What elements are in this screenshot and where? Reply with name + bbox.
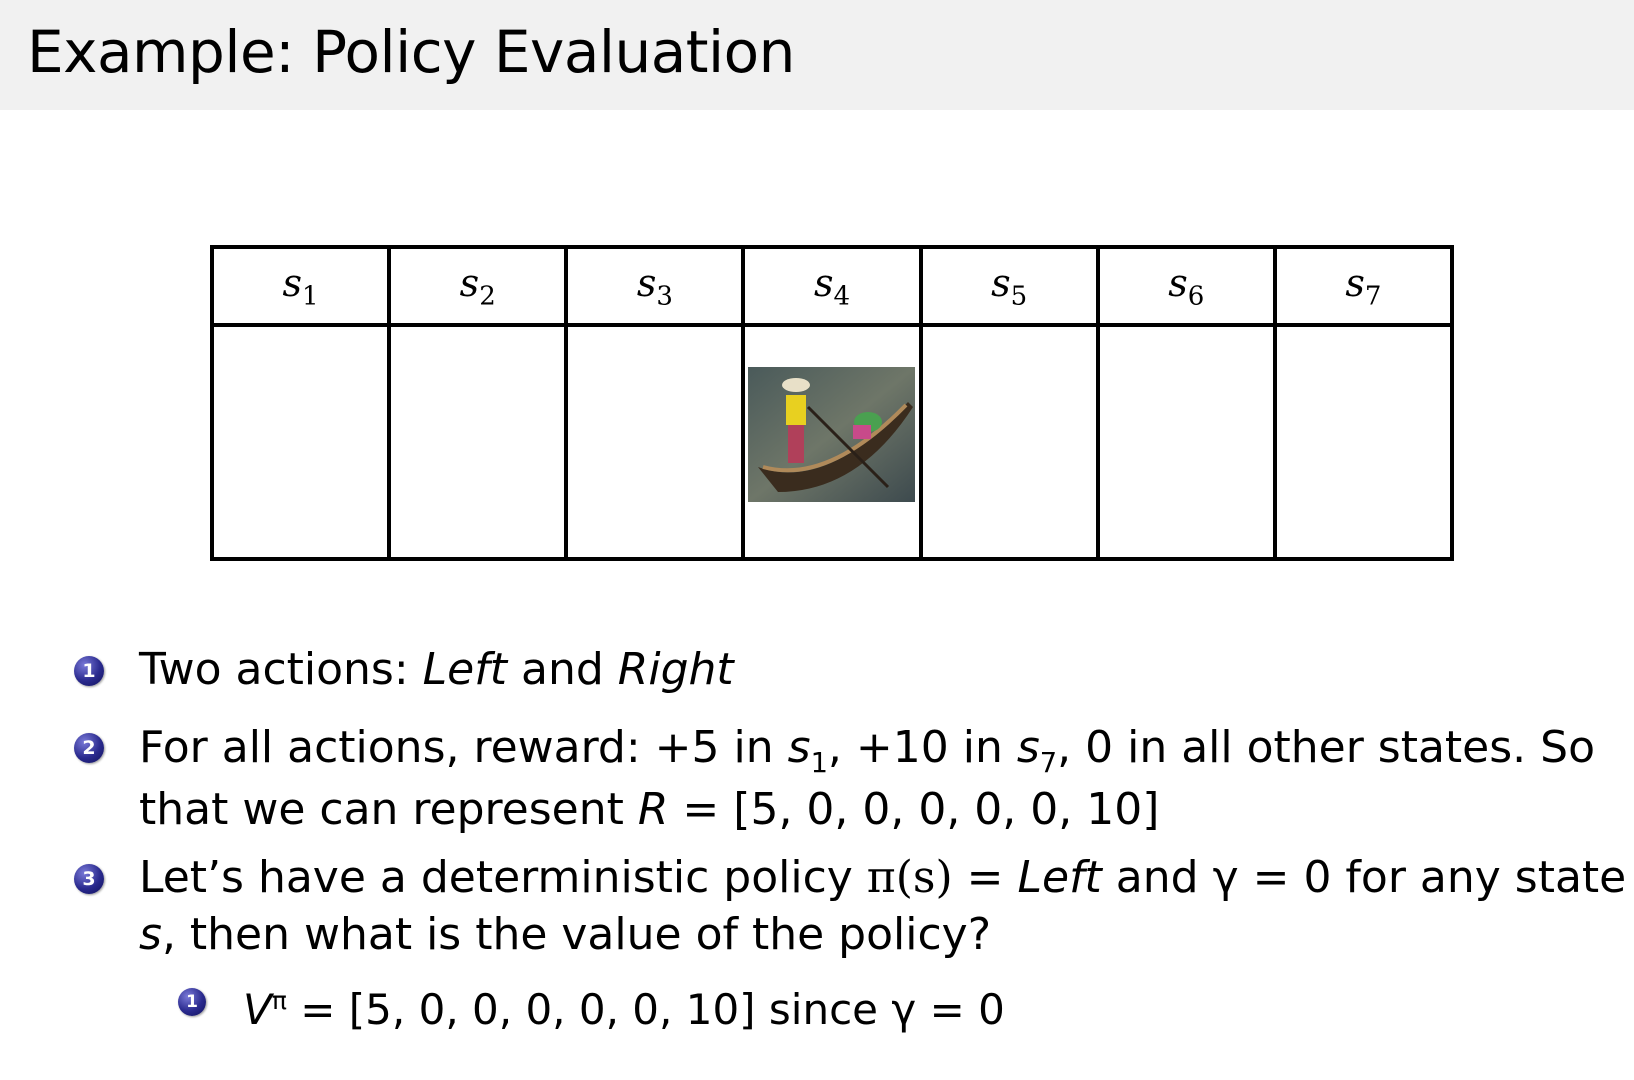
state-subscript: 1: [302, 281, 319, 312]
bullet-number: 1: [74, 656, 104, 686]
text: , 0 in all other states. So: [1057, 722, 1596, 773]
state-cell: [387, 323, 569, 561]
state-label: s: [1168, 260, 1188, 305]
sub-bullet-number: 1: [178, 988, 206, 1016]
state-cell: [918, 323, 1100, 561]
text: Two actions:: [139, 644, 423, 695]
math: R: [637, 784, 669, 835]
state-cell: [564, 323, 746, 561]
state-subscript: 7: [1364, 281, 1382, 312]
boat-image: [748, 367, 915, 502]
state-header-s4: s4: [741, 245, 923, 327]
text: , +10 in: [827, 722, 1017, 773]
state-label: s: [282, 260, 303, 305]
state-subscript: 3: [656, 281, 673, 312]
math: π(s): [866, 852, 953, 903]
bullet-number: 2: [74, 733, 104, 763]
math: s: [139, 909, 162, 960]
math: Left: [1017, 852, 1102, 903]
text: =: [952, 852, 1018, 903]
sub-bullet-answer: Vπ = [5, 0, 0, 0, 0, 0, 10] since γ = 0: [243, 971, 1005, 1040]
state-header-s6: s6: [1095, 245, 1277, 327]
state-header-s7: s7: [1272, 245, 1455, 327]
math: 1: [810, 747, 828, 779]
text: Let’s have a deterministic policy: [139, 852, 867, 903]
state-label: s: [1345, 260, 1365, 305]
state-subscript: 4: [833, 281, 851, 312]
text: since: [755, 985, 892, 1034]
state-subscript: 6: [1187, 281, 1205, 312]
state-label: s: [813, 260, 834, 305]
state-header-s1: s1: [209, 245, 392, 327]
state-label: s: [636, 260, 657, 305]
math: s: [787, 722, 811, 773]
slide-title: Example: Policy Evaluation: [27, 18, 795, 86]
state-subscript: 2: [479, 281, 496, 312]
state-header-s2: s2: [387, 245, 569, 327]
text: , then what is the value of the policy?: [161, 909, 992, 960]
text: that we can represent: [139, 784, 638, 835]
text: For all actions, reward: +5 in: [139, 722, 788, 773]
state-cell: [209, 323, 392, 561]
bullet-item-policy-line2: s, then what is the value of the policy?: [139, 905, 991, 965]
math: π: [271, 986, 287, 1015]
state-label: s: [459, 260, 480, 305]
bullet-item-policy: Let’s have a deterministic policy π(s) =…: [139, 848, 1626, 908]
state-grid: s1 s2 s3 s4 s5 s6 s7: [209, 245, 1455, 561]
math: V: [243, 985, 272, 1034]
math: = [5, 0, 0, 0, 0, 0, 10]: [286, 985, 756, 1034]
math: = [5, 0, 0, 0, 0, 0, 10]: [668, 784, 1160, 835]
action-left: Left: [422, 644, 507, 695]
action-right: Right: [617, 644, 734, 695]
text: and: [507, 644, 618, 695]
math: 7: [1039, 747, 1058, 779]
math: γ = 0: [891, 985, 1005, 1034]
state-cell: [1272, 323, 1455, 561]
state-subscript: 5: [1010, 281, 1028, 312]
bullet-item-actions: Two actions: Left and Right: [139, 640, 734, 700]
state-cell: [1095, 323, 1277, 561]
text: and γ = 0 for any state: [1101, 852, 1627, 903]
math: s: [1016, 722, 1040, 773]
state-header-s5: s5: [918, 245, 1100, 327]
bullet-item-reward-line2: that we can represent R = [5, 0, 0, 0, 0…: [139, 780, 1159, 840]
state-label: s: [991, 260, 1011, 305]
bullet-number: 3: [74, 864, 104, 894]
slide-header: Example: Policy Evaluation: [0, 0, 1634, 110]
state-header-s3: s3: [564, 245, 746, 327]
bullet-item-reward: For all actions, reward: +5 in s1, +10 i…: [139, 718, 1595, 794]
